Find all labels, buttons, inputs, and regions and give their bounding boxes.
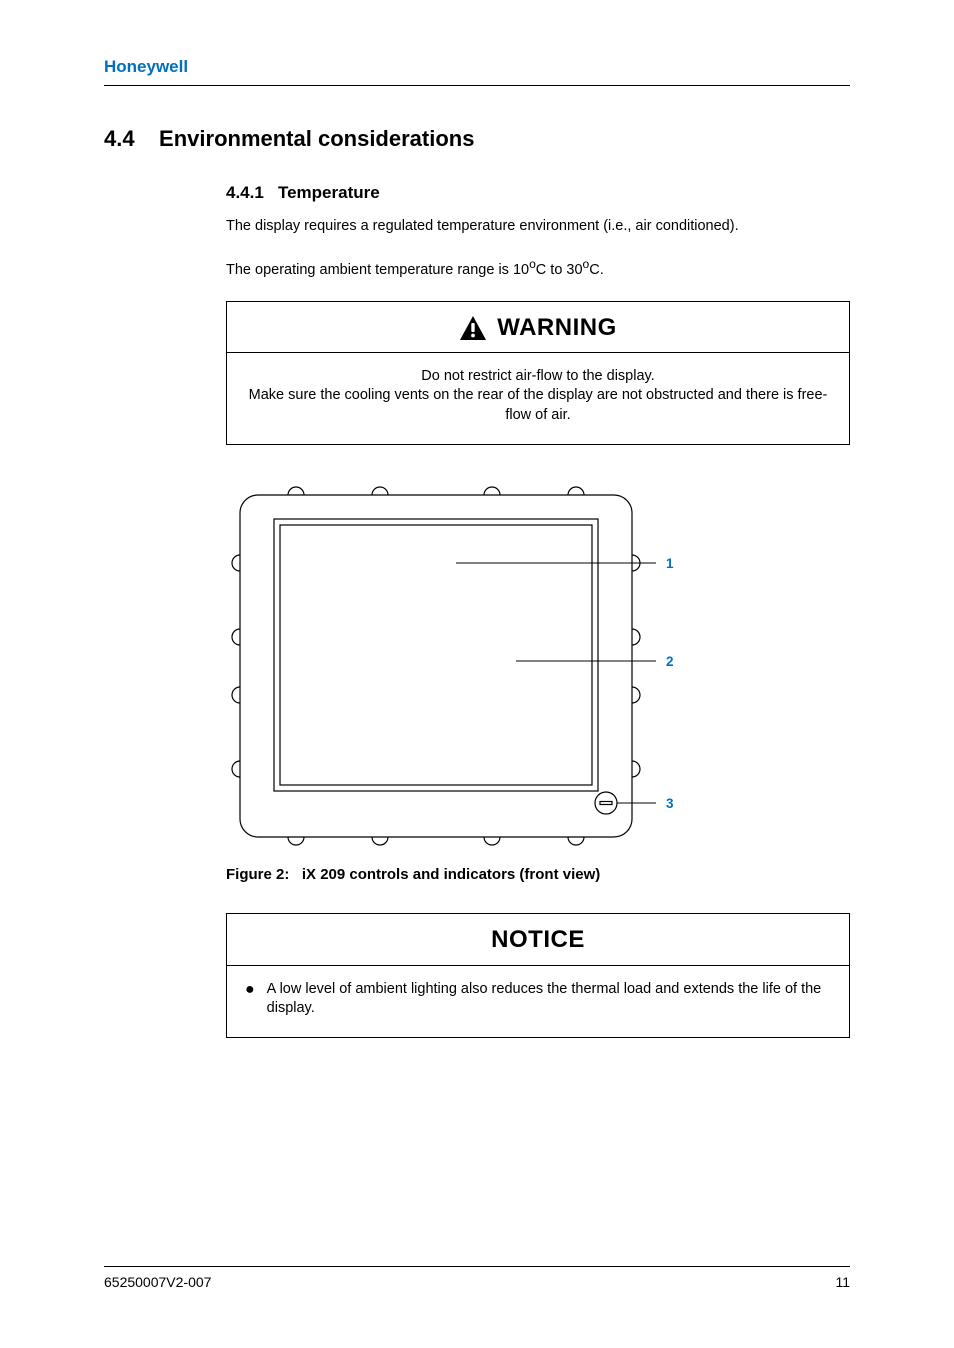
notice-title: NOTICE <box>227 914 849 965</box>
header-rule <box>104 85 850 86</box>
temperature-paragraph: The operating ambient temperature range … <box>226 256 850 280</box>
figure-label: Figure 2: <box>226 866 289 883</box>
bullet-icon: ● <box>245 980 255 1019</box>
temp-text-1: The operating ambient temperature range … <box>226 262 529 278</box>
degree-symbol-1: o <box>529 257 536 271</box>
callout-3: 3 <box>666 796 674 811</box>
temp-text-3: C. <box>589 262 604 278</box>
warning-header: WARNING <box>227 302 849 353</box>
section-heading: 4.4 Environmental considerations <box>104 124 850 154</box>
warning-icon <box>459 315 487 341</box>
section-number: 4.4 <box>104 126 135 151</box>
warning-body: Do not restrict air-flow to the display.… <box>227 353 849 444</box>
page-footer: 65250007V2-007 11 <box>104 1266 850 1292</box>
figure: 1 2 3 <box>226 481 850 858</box>
figure-caption: Figure 2: iX 209 controls and indicators… <box>226 865 850 885</box>
callout-2: 2 <box>666 654 674 669</box>
callout-1: 1 <box>666 556 674 571</box>
warning-line-1: Do not restrict air-flow to the display. <box>243 367 833 387</box>
warning-line-2: Make sure the cooling vents on the rear … <box>243 386 833 425</box>
device-diagram: 1 2 3 <box>226 481 696 851</box>
figure-caption-text: iX 209 controls and indicators (front vi… <box>302 866 600 883</box>
intro-paragraph: The display requires a regulated tempera… <box>226 217 850 237</box>
notice-box: NOTICE ● A low level of ambient lighting… <box>226 913 850 1038</box>
subsection-number: 4.4.1 <box>226 183 264 202</box>
subsection-title: Temperature <box>278 183 380 202</box>
subsection-heading: 4.4.1 Temperature <box>226 182 850 205</box>
footer-rule <box>104 1266 850 1267</box>
footer-pagenum: 11 <box>835 1273 850 1292</box>
notice-text: A low level of ambient lighting also red… <box>267 980 831 1019</box>
notice-body: ● A low level of ambient lighting also r… <box>227 966 849 1037</box>
warning-box: WARNING Do not restrict air-flow to the … <box>226 301 850 445</box>
brand-label: Honeywell <box>104 56 850 79</box>
temp-text-2: C to 30 <box>536 262 583 278</box>
section-title: Environmental considerations <box>159 126 474 151</box>
warning-title: WARNING <box>497 312 617 344</box>
footer-docnum: 65250007V2-007 <box>104 1273 211 1292</box>
